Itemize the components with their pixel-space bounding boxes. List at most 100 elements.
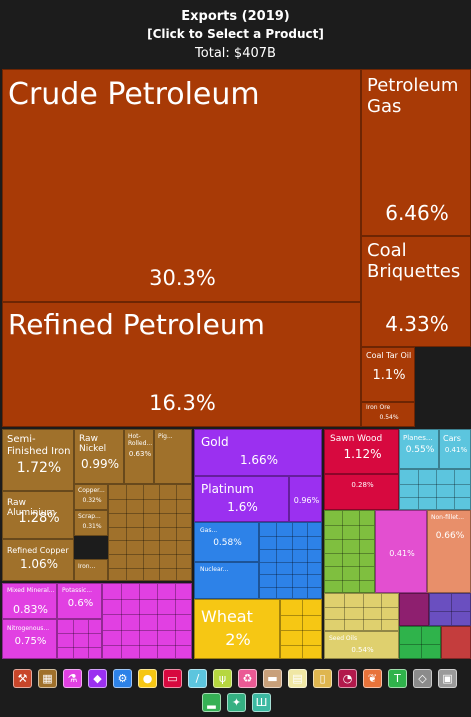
treemap-cell-wheat[interactable]: Wheat 2%: [194, 599, 280, 659]
treemap-cell-nitrogenous[interactable]: Nitrogenous... 0.75%: [2, 619, 57, 659]
treemap-cell-cars[interactable]: Cars 0.41%: [439, 429, 471, 469]
cell-value: 0.6%: [67, 597, 94, 609]
treemap-cell-misc-3[interactable]: [399, 626, 441, 659]
stone-glass-icon[interactable]: ◇: [413, 669, 432, 688]
animal-hides-icon[interactable]: ▦: [38, 669, 57, 688]
cell-label: Copper...: [78, 487, 105, 494]
textiles-icon-glyph: T: [394, 672, 401, 685]
chemicals-icon[interactable]: ⚗: [63, 669, 82, 688]
select-product-link[interactable]: [Click to Select a Product]: [147, 27, 324, 41]
subcell-divider: [103, 599, 191, 600]
treemap-cell-precious-096[interactable]: 0.96%: [289, 476, 322, 522]
machines-icon[interactable]: ⚙: [113, 669, 132, 688]
chart-title: Exports (2019): [181, 9, 290, 24]
cell-value: 4.33%: [385, 312, 449, 336]
subcell-divider: [143, 485, 144, 580]
treemap-cell-seed-oils[interactable]: Seed Oils 0.54%: [324, 631, 399, 659]
footwear-icon-glyph: ▂: [207, 696, 216, 709]
weapons-icon[interactable]: ▭: [163, 669, 182, 688]
subcell-divider: [325, 525, 374, 526]
treemap-cell-refined-copper[interactable]: Refined Copper 1.06%: [2, 539, 74, 581]
subcell-divider: [454, 470, 455, 509]
transportation-icon[interactable]: /: [188, 669, 207, 688]
treemap-cell-transport-small[interactable]: [399, 469, 471, 510]
treemap-cell-coal-briquettes[interactable]: Coal Briquettes 4.33%: [361, 236, 471, 347]
cell-label: Pig...: [158, 433, 173, 440]
miscellaneous-icon[interactable]: ✦: [227, 693, 246, 712]
treemap-cell-machines-nuclear[interactable]: Nuclear...: [194, 562, 259, 599]
treemap-cell-veg-rest[interactable]: [280, 599, 322, 659]
treemap-cell-hot-rolled[interactable]: Hot-Rolled... 0.63%: [124, 429, 154, 484]
cell-value: 1.66%: [239, 452, 279, 467]
treemap-cell-misc-2[interactable]: [429, 593, 471, 626]
treemap-cell-metals-small-1[interactable]: Pig...: [154, 429, 192, 484]
treemap-cell-potassic[interactable]: Potassic... 0.6%: [57, 583, 102, 619]
treemap-cell-platinum[interactable]: Platinum 1.6%: [194, 476, 289, 522]
treemap-cell-misc-1[interactable]: [399, 593, 429, 626]
weapons-icon-glyph: ▭: [167, 672, 178, 685]
subcell-divider: [260, 587, 321, 588]
subcell-divider: [109, 527, 191, 528]
cell-label: Iron Ore: [366, 404, 391, 411]
treemap-cell-machines-gas[interactable]: Gas... 0.58%: [194, 522, 259, 562]
instruments-icon-glyph: ◔: [342, 672, 353, 685]
foodstuffs-icon[interactable]: ▯: [313, 669, 332, 688]
treemap-cell-mixed-mineral[interactable]: Mixed Mineral... 0.83%: [2, 583, 57, 619]
subcell-divider: [436, 470, 437, 509]
subcell-divider: [359, 511, 360, 592]
treemap-cell-coal-tar-oil[interactable]: Coal Tar Oil 1.1%: [361, 347, 415, 402]
treemap-cell-metals-small-2[interactable]: [108, 484, 192, 581]
arts-antiques-icon[interactable]: Ш: [252, 693, 271, 712]
treemap-cell-machines-rest[interactable]: [259, 522, 322, 599]
textiles-icon[interactable]: T: [388, 669, 407, 688]
plastics-icon[interactable]: ♻: [238, 669, 257, 688]
treemap-cell-food[interactable]: [324, 593, 399, 631]
treemap-cell-gold[interactable]: Gold 1.66%: [194, 429, 322, 476]
treemap-cell-iron-ore[interactable]: Iron Ore 0.54%: [361, 402, 415, 427]
treemap-cell-copper[interactable]: Copper... 0.32%: [74, 484, 108, 510]
total-value: Total: $407B: [195, 46, 276, 61]
precious-stones-icon[interactable]: ◆: [88, 669, 107, 688]
instruments-icon[interactable]: ◔: [338, 669, 357, 688]
subcell-divider: [157, 584, 158, 658]
treemap-cell-iron-misc[interactable]: Iron...: [74, 559, 108, 581]
treemap-cell-precious-028[interactable]: 0.28%: [324, 474, 399, 510]
treemap-cell-crude-petroleum[interactable]: Crude Petroleum 30.3%: [2, 69, 361, 302]
treemap: Crude Petroleum 30.3% Refined Petroleum 16.…: [2, 69, 471, 662]
treemap-cell-planes[interactable]: Planes... 0.55%: [399, 429, 439, 469]
animal-products-icon[interactable]: ⚒: [13, 669, 32, 688]
treemap-cell-raw-aluminium[interactable]: Raw Aluminium 1.28%: [2, 491, 74, 539]
subcell-divider: [325, 580, 374, 581]
animal-icon-glyph: ❦: [367, 672, 378, 685]
treemap-cell-semi-finished-iron[interactable]: Semi-Finished Iron 1.72%: [2, 429, 74, 491]
treemap-cell-sawn-wood[interactable]: Sawn Wood 1.12%: [324, 429, 399, 474]
vegetable-oils-icon[interactable]: ψ: [213, 669, 232, 688]
treemap-cell-scrap[interactable]: Scrap... 0.31%: [74, 510, 108, 536]
subcell-divider: [103, 645, 191, 646]
subcell-divider: [344, 594, 345, 630]
footwear-icon[interactable]: ▂: [202, 693, 221, 712]
treemap-cell-raw-nickel[interactable]: Raw Nickel 0.99%: [74, 429, 124, 484]
cell-value: 0.31%: [82, 522, 102, 530]
subcell-divider: [400, 497, 470, 498]
subcell-divider: [73, 620, 74, 658]
vegetable-products-icon[interactable]: ●: [138, 669, 157, 688]
furniture-icon[interactable]: ▣: [438, 669, 457, 688]
cell-value: 0.55%: [405, 445, 435, 456]
treemap-cell-misc-4[interactable]: [441, 626, 471, 659]
animal-icon[interactable]: ❦: [363, 669, 382, 688]
treemap-cell-refined-petroleum[interactable]: Refined Petroleum 16.3%: [2, 302, 361, 427]
subcell-divider: [302, 600, 303, 658]
wood-products-icon[interactable]: ▬: [263, 669, 282, 688]
treemap-cell-non-fillet[interactable]: Non-fillet... 0.66%: [427, 510, 471, 593]
paper-goods-icon[interactable]: ▤: [288, 669, 307, 688]
cell-value: 0.83%: [13, 603, 48, 617]
treemap-cell-veg-green[interactable]: [324, 510, 375, 593]
cell-label: Potassic...: [62, 587, 93, 594]
treemap-cell-chemicals-rest[interactable]: [57, 619, 102, 659]
treemap-cell-chemicals-block[interactable]: [102, 583, 192, 659]
treemap-cell-petroleum-gas[interactable]: Petroleum Gas 6.46%: [361, 69, 471, 236]
subcell-divider: [103, 614, 191, 615]
treemap-cell-plastics-041[interactable]: 0.41%: [375, 510, 427, 593]
subcell-divider: [276, 523, 277, 598]
